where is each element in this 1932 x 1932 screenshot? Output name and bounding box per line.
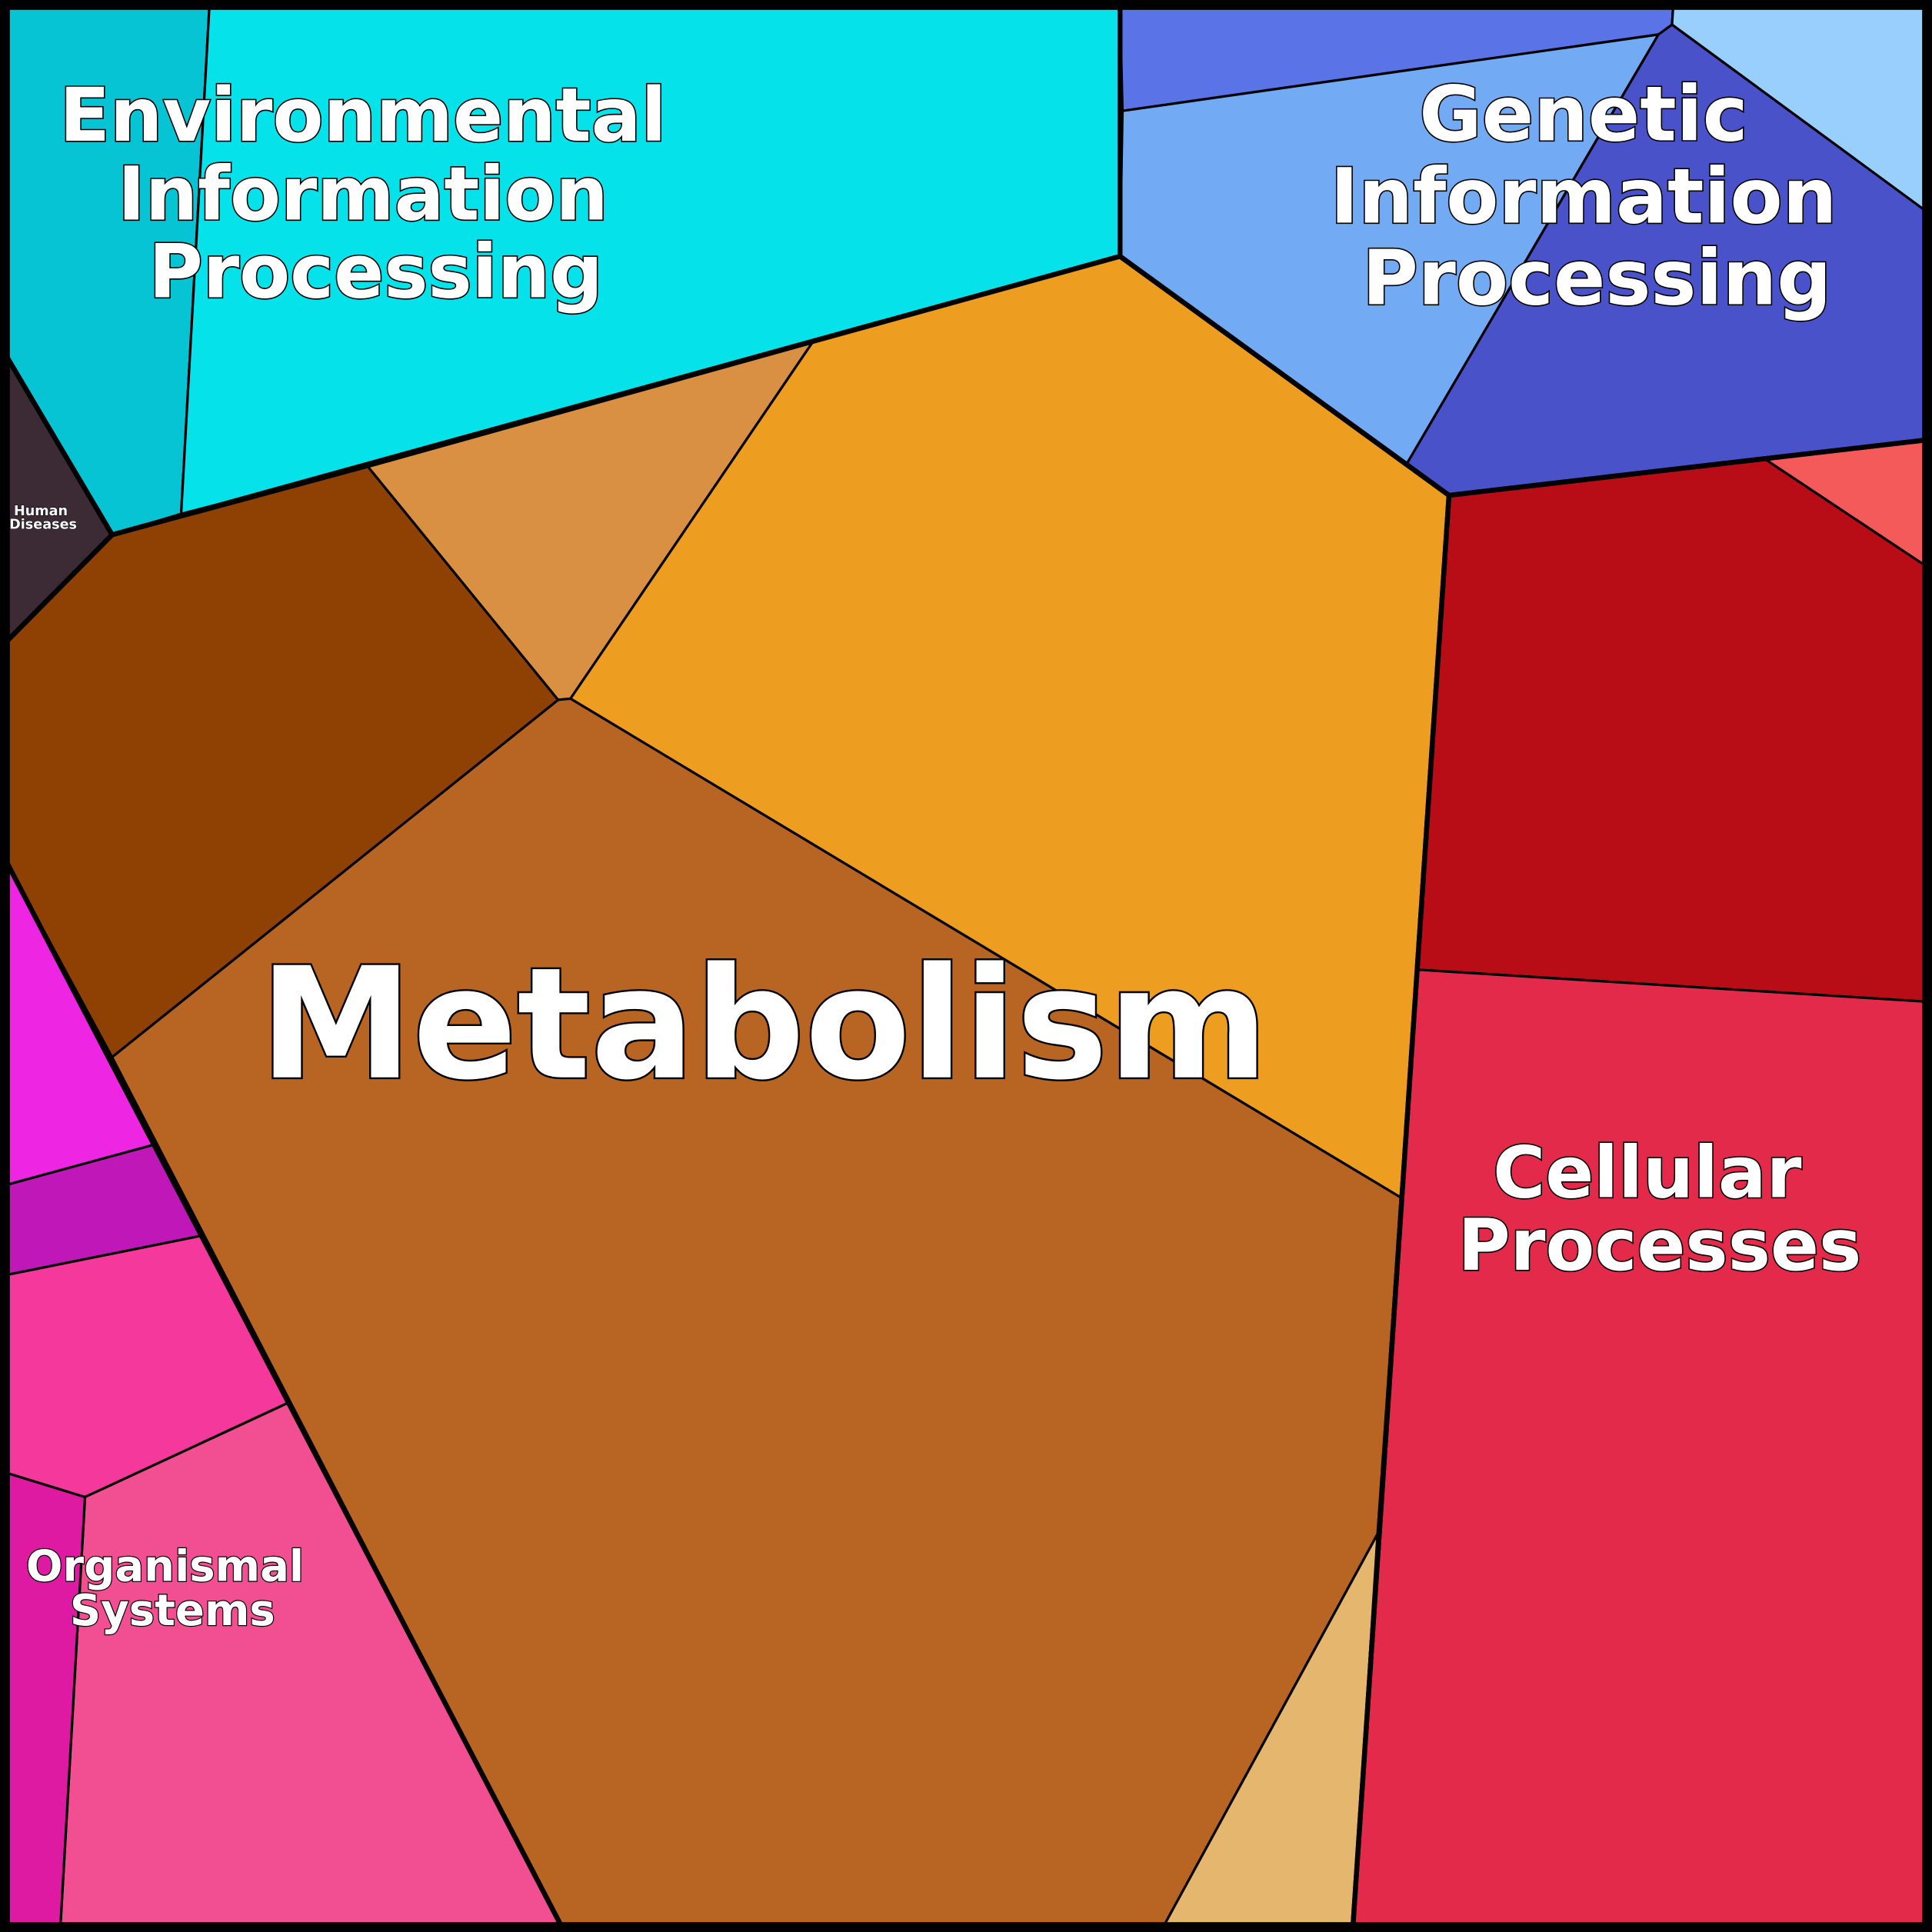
- label-line: Human: [14, 504, 68, 519]
- label-line: Information: [1330, 153, 1837, 242]
- label-line: Metabolism: [259, 934, 1268, 1114]
- region-label: Human Diseases: [9, 504, 77, 533]
- region-label: Cellular Processes: [1458, 1131, 1862, 1287]
- label-line: Environmental: [59, 72, 666, 158]
- region-label: Organismal Systems: [26, 1541, 319, 1636]
- label-line: Processes: [1458, 1204, 1862, 1287]
- region-label: Environmental Information Processing: [59, 72, 691, 315]
- region-label: Genetic Information Processing: [1330, 71, 1864, 323]
- label-line: Systems: [70, 1586, 275, 1636]
- cell: [1417, 458, 1929, 1004]
- label-line: Genetic: [1419, 71, 1747, 159]
- label-line: Processing: [148, 229, 603, 315]
- label-line: Organismal: [26, 1541, 304, 1591]
- label-line: Diseases: [9, 517, 77, 532]
- label-line: Processing: [1362, 235, 1831, 323]
- region-label: Metabolism: [259, 934, 1268, 1114]
- cell: [1351, 968, 1929, 1929]
- label-line: Information: [118, 152, 608, 238]
- label-line: Cellular: [1493, 1131, 1802, 1214]
